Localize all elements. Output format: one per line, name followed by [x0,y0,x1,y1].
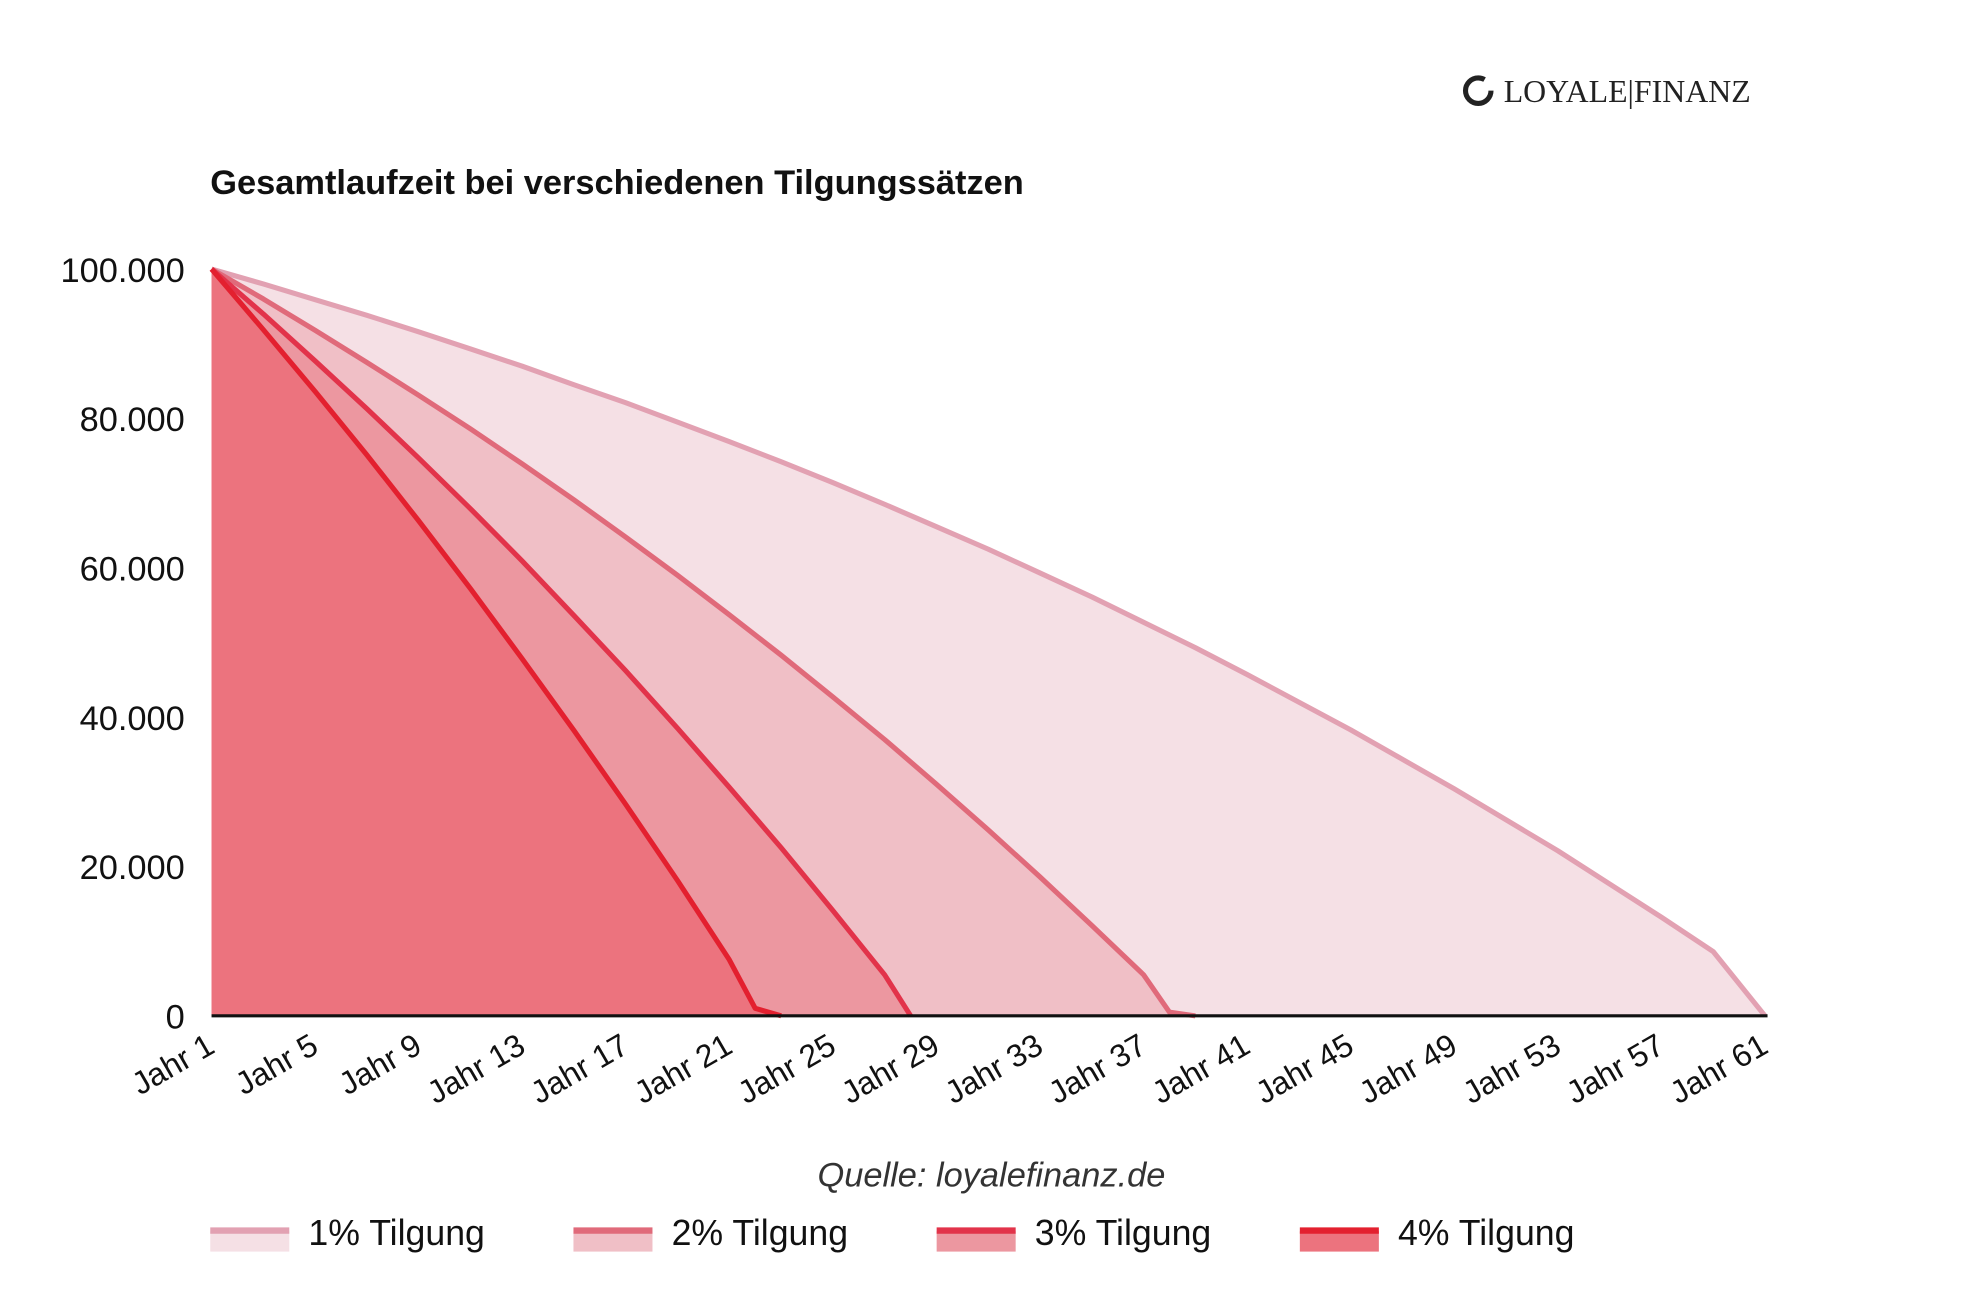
legend-item[interactable]: 4% Tilgung [1299,1213,1575,1253]
legend-swatch-fill [936,1231,1016,1252]
legend-swatch-fill [573,1231,653,1252]
legend-label: 2% Tilgung [672,1213,849,1253]
legend-label: 3% Tilgung [1035,1213,1212,1253]
legend: 1% Tilgung 2% Tilgung 3% Tilgung 4% Tilgung [210,1213,1574,1253]
legend-item[interactable]: 2% Tilgung [573,1213,848,1253]
legend-swatch-line [936,1227,1016,1234]
line-series-1 [210,266,1767,1018]
legend-item[interactable]: 3% Tilgung [936,1213,1212,1253]
legend-swatch-line [210,1227,290,1234]
legend-item[interactable]: 1% Tilgung [210,1213,485,1253]
legend-label: 1% Tilgung [308,1213,485,1253]
x-tick-label: Jahr 45 [1249,1026,1359,1110]
line-series-3 [209,267,913,1018]
y-tick-label: 100.000 [60,252,184,290]
y-tick-label: 0 [166,999,185,1037]
line-series-2 [210,266,1196,1019]
x-tick-label: Jahr 41 [1146,1026,1256,1110]
legend-swatch-line [1299,1227,1379,1234]
y-tick-label: 40.000 [80,700,185,738]
legend-swatch-line [573,1227,653,1234]
x-tick-label: Jahr 53 [1456,1026,1566,1110]
logo-text: LOYALE|FINANZ [1504,74,1751,109]
line-series-4 [209,267,782,1019]
x-tick-label: Jahr 21 [628,1026,738,1110]
x-tick-label: Jahr 61 [1664,1026,1774,1110]
x-tick-label: Jahr 29 [835,1026,945,1110]
x-tick-label: Jahr 25 [732,1026,842,1110]
x-tick-label: Jahr 37 [1042,1026,1152,1110]
area-series-4 [211,269,782,1016]
legend-swatch-fill [1299,1231,1379,1252]
y-tick-label: 20.000 [80,849,185,887]
y-tick-label: 80.000 [80,401,185,439]
x-tick-label: Jahr 57 [1560,1026,1670,1110]
legend-swatch-fill [210,1231,290,1252]
x-tick-label: Jahr 5 [229,1026,324,1101]
y-tick-label: 60.000 [80,551,185,589]
chart-title: Gesamtlaufzeit bei verschiedenen Tilgung… [210,164,1024,202]
x-tick-label: Jahr 17 [524,1026,634,1110]
logo-ring-icon [1462,75,1494,106]
y-axis: 0 20.000 40.000 60.000 80.000 100.000 [60,252,184,1037]
logo: LOYALE|FINANZ [1462,74,1751,109]
x-tick-label: Jahr 49 [1353,1026,1463,1110]
x-tick-label: Jahr 13 [421,1026,531,1110]
x-tick-label: Jahr 9 [333,1026,428,1101]
legend-label: 4% Tilgung [1398,1213,1575,1253]
x-tick-label: Jahr 33 [939,1026,1049,1110]
source-note: Quelle: loyalefinanz.de [817,1157,1165,1195]
plot-area [209,266,1767,1019]
x-tick-label: Jahr 1 [125,1026,220,1101]
